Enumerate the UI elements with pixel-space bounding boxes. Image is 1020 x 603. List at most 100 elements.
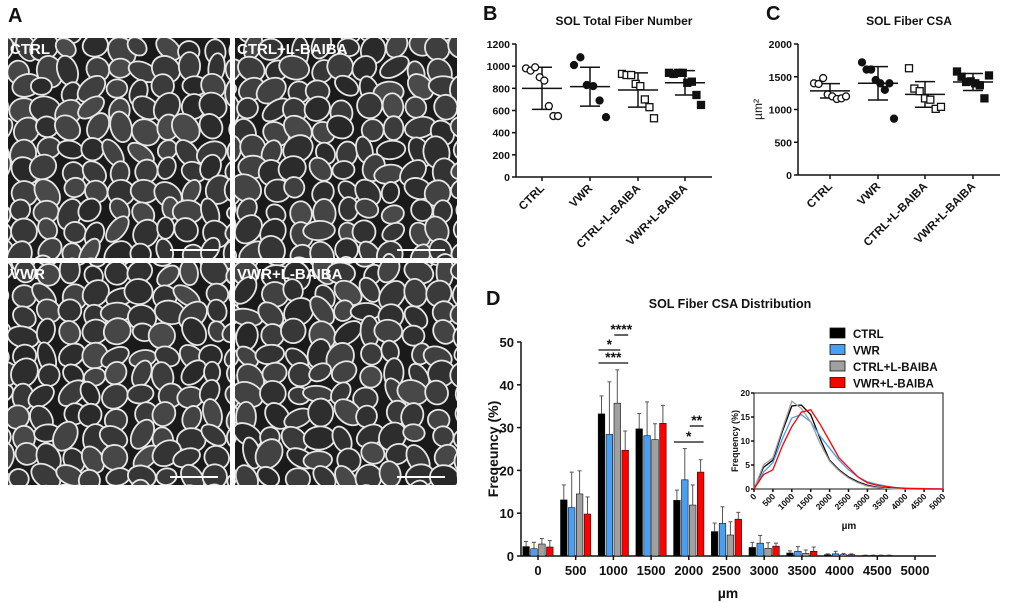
muscle-fiber bbox=[257, 301, 285, 328]
muscle-fiber bbox=[337, 180, 359, 202]
y-tick-label: 40 bbox=[500, 378, 514, 393]
x-tick-label: 1500 bbox=[637, 563, 666, 578]
muscle-fiber bbox=[302, 219, 336, 242]
bar bbox=[635, 428, 643, 557]
muscle-fiber bbox=[278, 54, 311, 81]
bar bbox=[568, 507, 576, 557]
chart-c: C SOL Fiber CSA 0 500 1000 1500 2000 µm² CTRL VWR… bbox=[751, 3, 1000, 249]
inset-y-axis-label: Frequency (%) bbox=[730, 410, 740, 472]
muscle-fiber bbox=[54, 114, 81, 142]
muscle-fiber bbox=[226, 203, 230, 223]
micrograph-image bbox=[8, 263, 230, 485]
muscle-fiber bbox=[449, 302, 457, 326]
micrograph-label: CTRL bbox=[10, 41, 50, 58]
data-point bbox=[885, 79, 894, 88]
inset-x-tick-label: 2500 bbox=[832, 491, 853, 512]
muscle-fiber bbox=[456, 101, 457, 125]
data-point bbox=[889, 114, 899, 123]
data-point bbox=[636, 81, 645, 91]
muscle-fiber bbox=[181, 316, 208, 347]
data-point bbox=[649, 114, 659, 123]
panel-label: B bbox=[483, 3, 497, 25]
muscle-fiber bbox=[359, 365, 383, 389]
y-tick-label: 600 bbox=[492, 106, 510, 118]
x-tick-label: VWR bbox=[856, 180, 884, 208]
bar bbox=[681, 479, 689, 557]
muscle-fiber bbox=[378, 460, 402, 485]
muscle-fiber bbox=[8, 240, 33, 258]
muscle-fiber bbox=[411, 14, 432, 37]
muscle-fiber bbox=[456, 463, 457, 485]
muscle-fiber bbox=[308, 156, 333, 182]
bar bbox=[575, 493, 584, 557]
muscle-fiber bbox=[352, 263, 382, 268]
chart-title: SOL Fiber CSA bbox=[866, 14, 952, 28]
x-tick-label: 0 bbox=[534, 563, 541, 578]
x-tick-label: 500 bbox=[565, 563, 587, 578]
data-point bbox=[692, 90, 701, 100]
data-point bbox=[936, 102, 946, 112]
muscle-fiber bbox=[8, 468, 30, 485]
x-tick-label: 2500 bbox=[712, 563, 741, 578]
muscle-fiber bbox=[224, 219, 230, 243]
y-tick-label: 20 bbox=[500, 463, 514, 478]
muscle-fiber bbox=[12, 305, 37, 329]
significance-label: * bbox=[607, 336, 613, 352]
y-tick-label: 1200 bbox=[487, 39, 511, 51]
y-tick-label: 1000 bbox=[769, 105, 793, 117]
significance-label: ** bbox=[691, 412, 702, 428]
muscle-fiber bbox=[450, 178, 457, 200]
muscle-fiber bbox=[380, 253, 399, 258]
muscle-fiber bbox=[283, 176, 306, 199]
muscle-fiber bbox=[326, 114, 355, 140]
muscle-fiber bbox=[207, 482, 234, 516]
data-point bbox=[626, 70, 636, 80]
data-point bbox=[984, 71, 994, 80]
muscle-fiber bbox=[9, 198, 32, 222]
muscle-fiber bbox=[382, 115, 405, 141]
x-tick-label: 1000 bbox=[599, 563, 628, 578]
data-point bbox=[530, 63, 540, 72]
y-axis-label: µm² bbox=[751, 99, 765, 120]
muscle-fiber bbox=[432, 425, 455, 448]
muscle-fiber bbox=[256, 466, 281, 485]
muscle-fiber bbox=[312, 465, 337, 485]
muscle-fiber bbox=[262, 263, 289, 267]
panel-label: D bbox=[486, 288, 500, 310]
muscle-fiber bbox=[235, 173, 262, 203]
muscle-fiber bbox=[375, 139, 407, 161]
legend-label: CTRL bbox=[853, 329, 884, 341]
muscle-fiber bbox=[334, 237, 359, 258]
muscle-fiber bbox=[199, 263, 229, 286]
muscle-fiber bbox=[382, 488, 412, 516]
data-point bbox=[569, 60, 579, 70]
muscle-fiber bbox=[223, 345, 230, 369]
muscle-fiber bbox=[453, 446, 457, 475]
muscle-fiber bbox=[36, 38, 63, 39]
significance-label: **** bbox=[610, 321, 632, 337]
data-point bbox=[957, 72, 966, 81]
bar bbox=[824, 554, 832, 557]
legend-label: VWR bbox=[853, 346, 881, 358]
data-point bbox=[595, 96, 604, 105]
inset-y-tick-label: 10 bbox=[741, 436, 751, 446]
muscle-fiber bbox=[58, 263, 81, 285]
muscle-fiber bbox=[101, 383, 129, 410]
muscle-fiber bbox=[280, 317, 307, 345]
data-point bbox=[696, 100, 706, 110]
bar bbox=[696, 471, 705, 557]
muscle-fiber bbox=[356, 484, 378, 485]
x-tick-label: 5000 bbox=[901, 563, 930, 578]
bar bbox=[831, 553, 840, 557]
muscle-fiber bbox=[102, 484, 125, 485]
muscle-fiber bbox=[225, 425, 230, 451]
muscle-fiber bbox=[453, 340, 457, 363]
muscle-fiber bbox=[309, 240, 335, 258]
y-tick-label: 0 bbox=[507, 549, 514, 564]
muscle-fiber bbox=[358, 276, 381, 303]
x-tick-label: CTRL bbox=[805, 181, 835, 211]
y-tick-label: 10 bbox=[500, 506, 514, 521]
muscle-fiber bbox=[10, 357, 39, 388]
bar bbox=[583, 513, 592, 557]
muscle-fiber bbox=[449, 73, 457, 105]
